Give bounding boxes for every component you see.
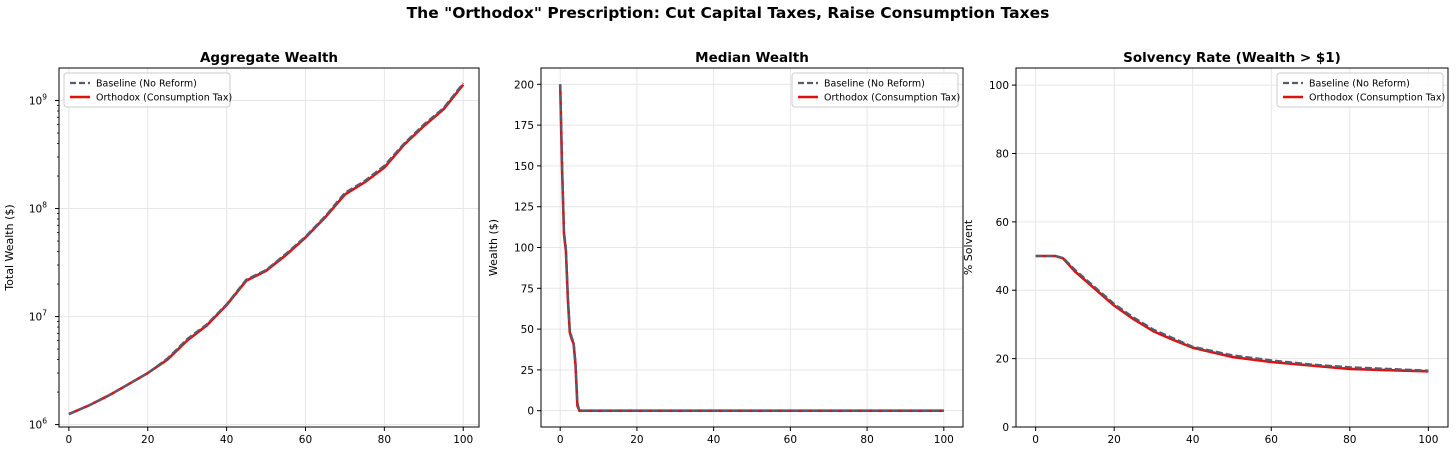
- y-tick-label: 80: [996, 148, 1009, 160]
- legend: Baseline (No Reform) Orthodox (Consumptio…: [791, 72, 960, 108]
- chart-panel-3: 0 20 40 60 80 100 0 20 40 60 80 100 Solvency Rate (W…: [962, 50, 1449, 446]
- legend-entry: Baseline (No Reform): [96, 79, 197, 90]
- y-axis-label: % Solvent: [962, 219, 975, 275]
- tick-exponent: 7: [42, 309, 47, 318]
- y-tick-label: 108: [29, 201, 47, 216]
- x-tick-label: 20: [1107, 434, 1120, 446]
- x-tick-label: 40: [1186, 434, 1199, 446]
- chart-panel-1: 0 20 40 60 80 100 106 107 108 109 Aggregate Wealth…: [3, 50, 480, 446]
- chart-title: Aggregate Wealth: [200, 50, 338, 66]
- series-line-orthodox: [1035, 254, 1429, 373]
- legend-box: [791, 72, 959, 108]
- x-tick-label: 40: [707, 434, 720, 446]
- legend-entry: Baseline (No Reform): [1309, 79, 1410, 90]
- y-axis-label: Total Wealth ($): [3, 204, 16, 291]
- y-axis-label: Wealth ($): [487, 219, 500, 276]
- legend-entry: Orthodox (Consumption Tax): [1309, 93, 1445, 104]
- x-tick-label: 0: [557, 434, 564, 446]
- series-line-orthodox: [68, 83, 465, 416]
- legend: Baseline (No Reform) Orthodox (Consumptio…: [1276, 72, 1445, 108]
- y-tick-label: 100: [989, 80, 1009, 92]
- legend-entry: Baseline (No Reform): [824, 79, 925, 90]
- tick-exponent: 8: [42, 201, 47, 210]
- y-tick-label: 40: [996, 285, 1009, 297]
- y-tick-label: 109: [29, 93, 47, 108]
- chart-title: Solvency Rate (Wealth > $1): [1123, 50, 1341, 66]
- y-tick-label: 150: [514, 161, 534, 173]
- y-tick-label: 106: [29, 417, 47, 432]
- figure-title: The "Orthodox" Prescription: Cut Capital…: [406, 4, 1050, 22]
- y-tick-label: 0: [527, 406, 534, 418]
- axes-frame: [1015, 67, 1449, 428]
- x-tick-label: 60: [784, 434, 797, 446]
- x-tick-label: 60: [299, 434, 312, 446]
- y-tick-label: 20: [996, 354, 1009, 366]
- legend-entry: Orthodox (Consumption Tax): [824, 93, 960, 104]
- x-tick-label: 100: [1418, 434, 1438, 446]
- x-tick-label: 80: [860, 434, 873, 446]
- x-tick-label: 100: [934, 434, 954, 446]
- x-tick-label: 80: [1343, 434, 1356, 446]
- x-tick-label: 20: [630, 434, 643, 446]
- series-line-baseline-overlay: [1035, 255, 1429, 372]
- y-tick-label: 175: [514, 120, 534, 132]
- y-tick-label: 200: [514, 79, 534, 91]
- y-tick-label: 60: [996, 217, 1009, 229]
- legend-entry: Orthodox (Consumption Tax): [96, 93, 232, 104]
- series-line-baseline: [1035, 254, 1429, 372]
- chart-panel-2: 0 20 40 60 80 100 0 25 50 75 100 125 150 175 200 Median…: [487, 50, 964, 446]
- tick-exponent: 9: [42, 93, 47, 102]
- legend-box: [63, 72, 231, 108]
- x-tick-label: 0: [66, 434, 73, 446]
- x-tick-label: 20: [141, 434, 154, 446]
- y-tick-label: 0: [1002, 422, 1009, 434]
- y-tick-label: 75: [521, 283, 534, 295]
- y-tick-label: 25: [521, 365, 534, 377]
- legend: Baseline (No Reform) Orthodox (Consumptio…: [63, 72, 232, 108]
- x-tick-label: 80: [378, 434, 391, 446]
- series-line-baseline: [68, 82, 465, 416]
- tick-exponent: 6: [42, 417, 47, 426]
- x-tick-label: 60: [1265, 434, 1278, 446]
- x-tick-label: 0: [1032, 434, 1039, 446]
- y-tick-label: 100: [514, 243, 534, 255]
- y-tick-label: 125: [514, 202, 534, 214]
- axes-frame: [58, 67, 480, 428]
- legend-box: [1276, 72, 1444, 108]
- chart-title: Median Wealth: [695, 50, 809, 66]
- y-tick-label: 50: [521, 324, 534, 336]
- x-tick-label: 40: [220, 434, 233, 446]
- y-tick-label: 107: [29, 309, 47, 324]
- x-tick-label: 100: [453, 434, 473, 446]
- series-line-baseline-overlay: [559, 84, 944, 412]
- series-line-baseline-overlay: [68, 82, 464, 415]
